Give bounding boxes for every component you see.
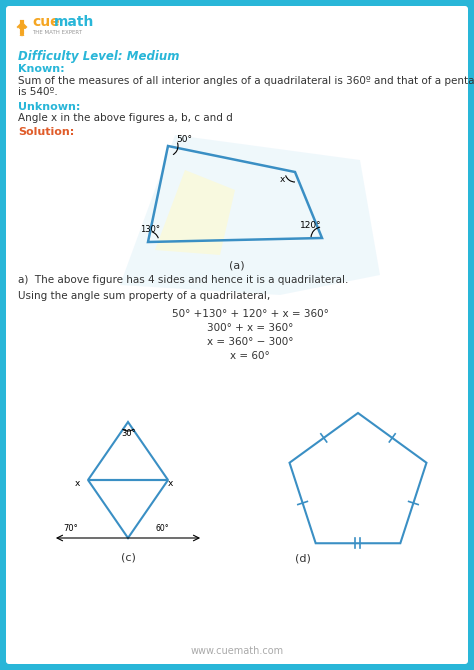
FancyBboxPatch shape	[6, 6, 468, 664]
Text: 60°: 60°	[156, 524, 170, 533]
Text: THE MATH EXPERT: THE MATH EXPERT	[32, 29, 82, 34]
Text: 70°: 70°	[63, 524, 78, 533]
Text: x = 60°: x = 60°	[230, 351, 270, 361]
Text: 130°: 130°	[140, 226, 160, 234]
Text: math: math	[54, 15, 94, 29]
Text: Solution:: Solution:	[18, 127, 74, 137]
FancyBboxPatch shape	[7, 7, 467, 47]
Text: (d): (d)	[295, 553, 311, 563]
Text: a)  The above figure has 4 sides and hence it is a quadrilateral.: a) The above figure has 4 sides and henc…	[18, 275, 348, 285]
Text: x: x	[75, 480, 81, 488]
Text: Difficulty Level: Medium: Difficulty Level: Medium	[18, 50, 180, 63]
Text: x: x	[168, 480, 173, 488]
Text: Sum of the measures of all interior angles of a quadrilateral is 360º and that o: Sum of the measures of all interior angl…	[18, 76, 474, 86]
Polygon shape	[155, 170, 235, 255]
Text: cue: cue	[32, 15, 60, 29]
Text: 50°: 50°	[176, 135, 192, 143]
Text: 300° + x = 360°: 300° + x = 360°	[207, 323, 293, 333]
Polygon shape	[120, 135, 380, 295]
Text: is 540º.: is 540º.	[18, 87, 58, 97]
Text: Unknown:: Unknown:	[18, 102, 81, 112]
Text: Using the angle sum property of a quadrilateral,: Using the angle sum property of a quadri…	[18, 291, 270, 301]
Text: x: x	[280, 176, 285, 184]
Text: Angle x in the above figures a, b, c and d: Angle x in the above figures a, b, c and…	[18, 113, 233, 123]
Text: Known:: Known:	[18, 64, 64, 74]
Text: 30°: 30°	[121, 429, 136, 438]
Text: (c): (c)	[120, 552, 136, 562]
Text: x = 360° − 300°: x = 360° − 300°	[207, 337, 293, 347]
Text: 120°: 120°	[300, 220, 322, 230]
Text: 50° +130° + 120° + x = 360°: 50° +130° + 120° + x = 360°	[172, 309, 328, 319]
Text: www.cuemath.com: www.cuemath.com	[191, 646, 283, 656]
Text: (a): (a)	[229, 260, 245, 270]
